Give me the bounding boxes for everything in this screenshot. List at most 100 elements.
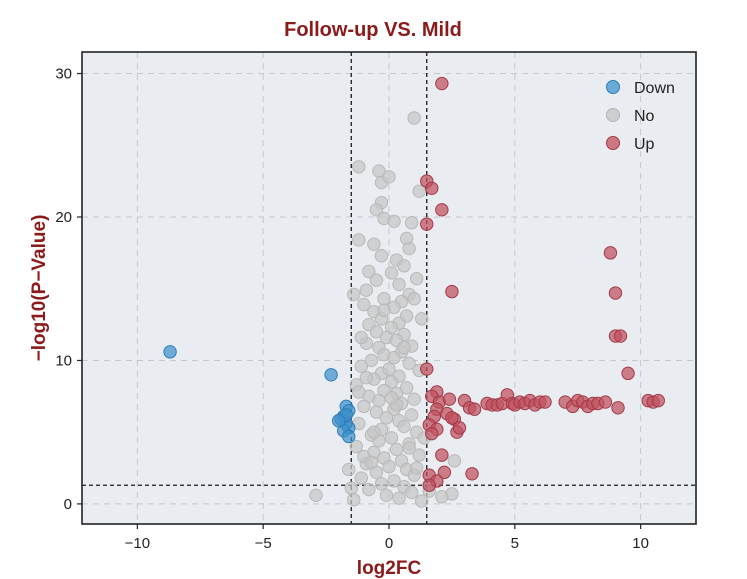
point-no-21 xyxy=(392,277,406,292)
point-no-84 xyxy=(382,459,396,474)
point-up-57 xyxy=(422,478,436,492)
point-no-49 xyxy=(354,359,369,373)
point-no-117 xyxy=(354,330,369,345)
point-no-103 xyxy=(342,462,356,477)
point-no-109 xyxy=(409,461,424,475)
point-no-13 xyxy=(367,237,381,251)
point-no-96 xyxy=(347,492,361,507)
x-tick-label-4: 10 xyxy=(632,535,649,552)
point-up-58 xyxy=(465,467,479,481)
point-no-15 xyxy=(374,249,389,263)
legend-marker-up xyxy=(606,136,620,150)
x-tick-label-2: 0 xyxy=(385,535,393,552)
point-up-11 xyxy=(621,366,635,381)
point-no-119 xyxy=(364,455,379,470)
point-up-4 xyxy=(420,217,434,231)
legend-marker-down xyxy=(606,80,620,94)
point-no-116 xyxy=(397,340,411,355)
y-tick-label-3: 30 xyxy=(55,66,72,83)
point-up-10 xyxy=(613,329,628,343)
legend-label-down: Down xyxy=(634,80,675,97)
grid xyxy=(82,52,696,524)
point-up-3 xyxy=(435,203,449,217)
point-no-101 xyxy=(447,454,462,468)
point-no-46 xyxy=(387,350,401,365)
point-up-43 xyxy=(598,395,613,409)
point-no-114 xyxy=(402,441,416,455)
point-no-88 xyxy=(354,471,369,485)
y-tick-label-1: 10 xyxy=(55,352,72,369)
point-no-106 xyxy=(352,385,366,399)
point-no-22 xyxy=(409,271,424,286)
point-up-59 xyxy=(452,421,467,435)
x-tick-label-1: −5 xyxy=(255,535,272,552)
point-no-0 xyxy=(407,111,421,125)
point-no-80 xyxy=(412,448,426,462)
point-no-56 xyxy=(399,381,414,395)
point-up-0 xyxy=(435,76,449,91)
point-no-61 xyxy=(372,393,386,408)
point-up-53 xyxy=(435,448,449,462)
point-no-10 xyxy=(404,216,419,230)
point-no-60 xyxy=(407,392,421,406)
point-up-35 xyxy=(538,395,552,409)
point-no-29 xyxy=(357,297,371,312)
point-up-52 xyxy=(425,426,439,441)
point-up-22 xyxy=(467,402,482,416)
point-no-102 xyxy=(435,490,449,504)
point-no-118 xyxy=(384,391,399,405)
point-no-47 xyxy=(364,353,379,368)
point-down-1 xyxy=(324,368,338,382)
point-up-7 xyxy=(603,246,618,260)
y-tick-label-0: 0 xyxy=(64,496,72,513)
point-no-54 xyxy=(384,375,399,389)
point-no-24 xyxy=(347,287,361,302)
point-no-94 xyxy=(379,488,394,503)
chart-title: Follow-up VS. Mild xyxy=(284,19,462,41)
legend-label-up: Up xyxy=(634,136,655,153)
point-no-17 xyxy=(397,259,411,273)
legend-marker-no xyxy=(606,108,620,122)
point-no-19 xyxy=(384,266,399,280)
point-no-89 xyxy=(387,474,401,488)
point-up-47 xyxy=(651,393,665,408)
point-no-77 xyxy=(349,439,363,454)
point-no-92 xyxy=(362,482,376,497)
point-no-7 xyxy=(369,203,384,217)
point-no-105 xyxy=(344,481,358,495)
point-no-66 xyxy=(404,408,419,422)
point-no-28 xyxy=(407,292,421,306)
point-no-18 xyxy=(362,264,376,279)
point-up-54 xyxy=(437,465,452,480)
x-axis-label: log2FC xyxy=(357,558,422,579)
point-no-20 xyxy=(369,273,384,287)
point-up-51 xyxy=(445,411,459,425)
point-up-8 xyxy=(608,286,623,300)
y-tick-label-2: 20 xyxy=(55,209,72,226)
data-points xyxy=(163,76,665,508)
point-no-78 xyxy=(389,442,404,457)
legend-label-no: No xyxy=(634,108,655,125)
point-no-37 xyxy=(369,325,384,339)
point-no-107 xyxy=(415,312,429,326)
point-no-98 xyxy=(309,488,323,503)
axis-ticks: −10 −5 0 5 10 0 10 20 30 xyxy=(55,66,649,552)
point-no-115 xyxy=(377,303,391,317)
point-down-11 xyxy=(331,414,346,428)
point-no-4 xyxy=(382,170,396,184)
point-no-26 xyxy=(377,292,391,306)
point-no-70 xyxy=(397,419,411,434)
point-down-0 xyxy=(163,345,177,359)
point-down-9 xyxy=(342,429,356,444)
point-no-63 xyxy=(357,399,371,414)
point-up-2 xyxy=(425,181,439,195)
x-tick-label-0: −10 xyxy=(125,535,150,552)
point-no-14 xyxy=(402,241,416,256)
point-no-93 xyxy=(404,485,419,500)
point-no-67 xyxy=(379,411,394,425)
x-tick-label-3: 5 xyxy=(511,535,519,552)
point-no-90 xyxy=(374,477,389,491)
point-no-5 xyxy=(412,184,426,198)
point-no-23 xyxy=(359,283,374,297)
